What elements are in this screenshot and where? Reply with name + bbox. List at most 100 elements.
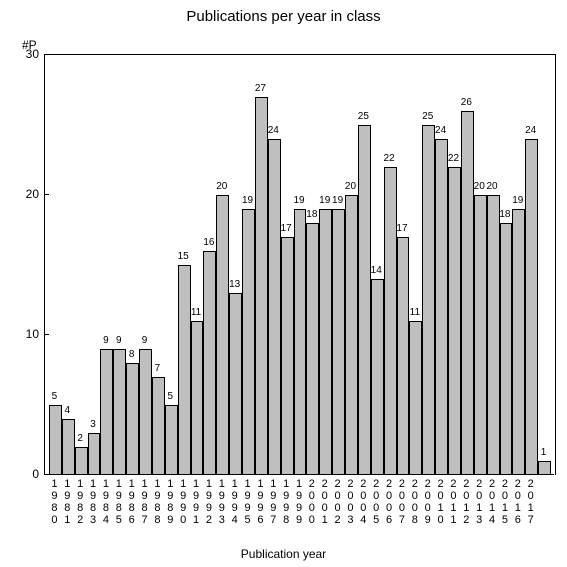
x-tick-label: 2014	[487, 478, 497, 526]
bar	[294, 209, 307, 475]
x-tick-label: 1991	[191, 478, 201, 526]
bar-value-label: 19	[242, 195, 253, 206]
bar	[384, 167, 397, 475]
x-tick-label: 2015	[500, 478, 510, 526]
bar	[165, 405, 178, 475]
x-tick-label: 1985	[114, 478, 124, 526]
bar-value-label: 5	[168, 391, 174, 402]
bar	[242, 209, 255, 475]
bar-value-label: 20	[216, 181, 227, 192]
x-tick-label: 1981	[62, 478, 72, 526]
x-tick-label: 2004	[358, 478, 368, 526]
x-tick-label: 1994	[230, 478, 240, 526]
x-tick-label: 2009	[423, 478, 433, 526]
bar	[229, 293, 242, 475]
bar-value-label: 14	[371, 265, 382, 276]
x-tick-label: 2007	[397, 478, 407, 526]
bar	[525, 139, 538, 475]
bar-value-label: 18	[499, 209, 510, 220]
bar-value-label: 11	[191, 307, 201, 318]
bar-value-label: 13	[229, 279, 240, 290]
bar	[281, 237, 294, 475]
bar	[113, 349, 126, 475]
bar	[255, 97, 268, 475]
bar-value-label: 20	[487, 181, 498, 192]
bar-value-label: 1	[541, 447, 547, 458]
bar	[49, 405, 62, 475]
bar	[306, 223, 319, 475]
bar	[461, 111, 474, 475]
x-tick-label: 2011	[448, 478, 458, 526]
bar	[409, 321, 422, 475]
bar-value-label: 9	[116, 335, 122, 346]
x-tick-label: 1998	[281, 478, 291, 526]
bar	[358, 125, 371, 475]
x-tick-label: 1980	[49, 478, 59, 526]
bar	[178, 265, 191, 475]
y-tick-label: 10	[26, 327, 39, 341]
bar-value-label: 24	[268, 125, 279, 136]
bar	[191, 321, 204, 475]
bar	[126, 363, 139, 475]
bar-value-label: 3	[90, 419, 96, 430]
x-tick-label: 2006	[384, 478, 394, 526]
x-tick-label: 2002	[333, 478, 343, 526]
bar-value-label: 24	[435, 125, 446, 136]
x-tick-label: 2000	[307, 478, 317, 526]
bar	[538, 461, 551, 475]
bar	[500, 223, 513, 475]
bar	[100, 349, 113, 475]
bar	[203, 251, 216, 475]
bar	[332, 209, 345, 475]
bar	[448, 167, 461, 475]
bar	[75, 447, 88, 475]
bar-value-label: 19	[293, 195, 304, 206]
y-tick-label: 20	[26, 187, 39, 201]
y-tick-label: 30	[26, 47, 39, 61]
x-tick-label: 1995	[243, 478, 253, 526]
bar	[474, 195, 487, 475]
bar	[268, 139, 281, 475]
chart-title: Publications per year in class	[0, 8, 567, 25]
x-tick-label: 2010	[436, 478, 446, 526]
x-tick-label: 2013	[474, 478, 484, 526]
bar-value-label: 26	[461, 97, 472, 108]
x-tick-label: 1984	[101, 478, 111, 526]
x-tick-label: 1986	[127, 478, 137, 526]
bar-value-label: 2	[77, 433, 83, 444]
bar-value-label: 25	[358, 111, 369, 122]
bar	[62, 419, 75, 475]
bar-value-label: 9	[103, 335, 109, 346]
bar	[345, 195, 358, 475]
x-tick-label: 1988	[152, 478, 162, 526]
x-tick-label: 1990	[178, 478, 188, 526]
bar	[371, 279, 384, 475]
bar	[487, 195, 500, 475]
bar-value-label: 9	[142, 335, 148, 346]
bar-value-label: 18	[306, 209, 317, 220]
x-tick-label: 2008	[410, 478, 420, 526]
bar-value-label: 24	[525, 125, 536, 136]
plot-area	[44, 54, 556, 475]
x-axis-label: Publication year	[0, 547, 567, 561]
x-tick-label: 2003	[345, 478, 355, 526]
x-tick-label: 1982	[75, 478, 85, 526]
bar-value-label: 15	[178, 251, 189, 262]
bar	[512, 209, 525, 475]
bar	[422, 125, 435, 475]
x-tick-label: 2005	[371, 478, 381, 526]
bar-value-label: 27	[255, 83, 266, 94]
bar-value-label: 7	[155, 363, 161, 374]
bar-value-label: 20	[345, 181, 356, 192]
bar	[435, 139, 448, 475]
x-tick-label: 1996	[255, 478, 265, 526]
x-tick-label: 1987	[140, 478, 150, 526]
bar-value-label: 22	[384, 153, 395, 164]
bar-value-label: 16	[203, 237, 214, 248]
x-tick-label: 1989	[165, 478, 175, 526]
x-tick-label: 1997	[268, 478, 278, 526]
bar	[397, 237, 410, 475]
x-tick-label: 2017	[526, 478, 536, 526]
bar-value-label: 22	[448, 153, 459, 164]
bar-value-label: 25	[422, 111, 433, 122]
